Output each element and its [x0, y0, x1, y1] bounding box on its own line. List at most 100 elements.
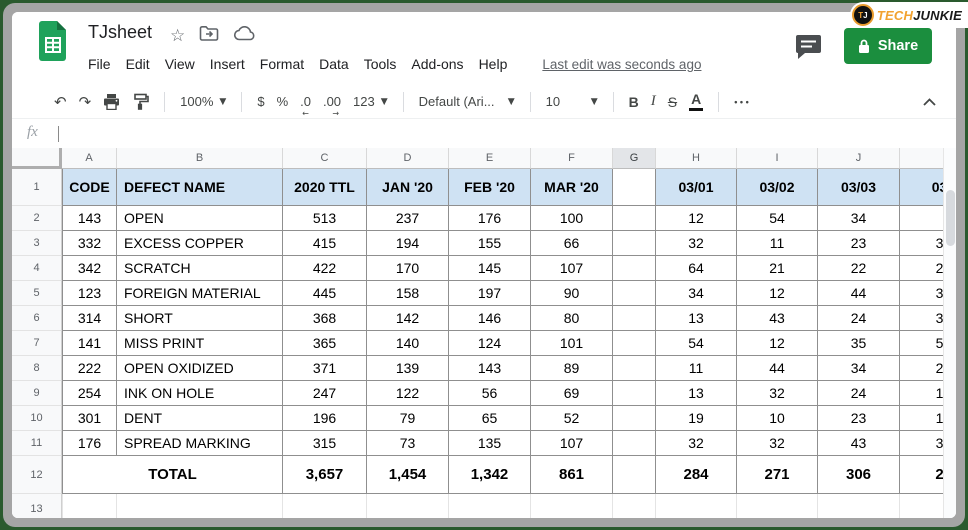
cell-G3[interactable]	[613, 231, 656, 256]
cell-A8[interactable]: 222	[62, 356, 117, 381]
cell-J2[interactable]: 34	[818, 206, 900, 231]
formula-bar[interactable]: fx	[12, 118, 956, 148]
cell-A11[interactable]: 176	[62, 431, 117, 456]
cell-D7[interactable]: 140	[367, 331, 449, 356]
spreadsheet-grid[interactable]: ABCDEFGHIJ1CODEDEFECT NAME2020 TTLJAN '2…	[12, 148, 956, 518]
row-header-9[interactable]: 9	[12, 381, 62, 406]
cell-J8[interactable]: 34	[818, 356, 900, 381]
cell-B6[interactable]: SHORT	[117, 306, 283, 331]
format-percent-button[interactable]: %	[277, 90, 289, 114]
cell-A7[interactable]: 141	[62, 331, 117, 356]
cell-J1[interactable]: 03/03	[818, 169, 900, 206]
menu-tools[interactable]: Tools	[364, 56, 397, 72]
cell-I1[interactable]: 03/02	[737, 169, 818, 206]
cell-I13[interactable]	[737, 494, 818, 518]
cell-J6[interactable]: 24	[818, 306, 900, 331]
cell-A2[interactable]: 143	[62, 206, 117, 231]
cell-J13[interactable]	[818, 494, 900, 518]
strikethrough-button[interactable]: S	[668, 90, 677, 114]
share-button[interactable]: Share	[844, 28, 932, 64]
print-icon[interactable]	[103, 90, 120, 114]
menu-help[interactable]: Help	[479, 56, 508, 72]
cell-E2[interactable]: 176	[449, 206, 531, 231]
last-edit-status[interactable]: Last edit was seconds ago	[542, 57, 701, 72]
column-header-F[interactable]: F	[531, 148, 613, 169]
cell-B13[interactable]	[117, 494, 283, 518]
cell-D13[interactable]	[367, 494, 449, 518]
text-color-button[interactable]: A	[689, 92, 703, 110]
cell-B4[interactable]: SCRATCH	[117, 256, 283, 281]
cell-H9[interactable]: 13	[656, 381, 737, 406]
cell-I10[interactable]: 10	[737, 406, 818, 431]
cell-I12[interactable]: 271	[737, 456, 818, 494]
cell-F7[interactable]: 101	[531, 331, 613, 356]
cell-C1[interactable]: 2020 TTL	[283, 169, 367, 206]
cell-D9[interactable]: 122	[367, 381, 449, 406]
column-header-G[interactable]: G	[613, 148, 656, 169]
cell-I5[interactable]: 12	[737, 281, 818, 306]
cell-G10[interactable]	[613, 406, 656, 431]
cell-E5[interactable]: 197	[449, 281, 531, 306]
cell-D5[interactable]: 158	[367, 281, 449, 306]
cell-A3[interactable]: 332	[62, 231, 117, 256]
cell-J12[interactable]: 306	[818, 456, 900, 494]
row-header-1[interactable]: 1	[12, 169, 62, 206]
column-header-A[interactable]: A	[62, 148, 117, 169]
cell-E6[interactable]: 146	[449, 306, 531, 331]
cell-A1[interactable]: CODE	[62, 169, 117, 206]
move-folder-icon[interactable]	[199, 25, 219, 47]
cell-J3[interactable]: 23	[818, 231, 900, 256]
cell-E4[interactable]: 145	[449, 256, 531, 281]
cell-G4[interactable]	[613, 256, 656, 281]
document-title[interactable]: TJsheet	[88, 22, 152, 43]
column-header-D[interactable]: D	[367, 148, 449, 169]
cell-I6[interactable]: 43	[737, 306, 818, 331]
cell-G8[interactable]	[613, 356, 656, 381]
cell-B11[interactable]: SPREAD MARKING	[117, 431, 283, 456]
cell-C12[interactable]: 3,657	[283, 456, 367, 494]
cell-J5[interactable]: 44	[818, 281, 900, 306]
cell-B1[interactable]: DEFECT NAME	[117, 169, 283, 206]
row-header-12[interactable]: 12	[12, 456, 62, 494]
cell-A9[interactable]: 254	[62, 381, 117, 406]
cell-B7[interactable]: MISS PRINT	[117, 331, 283, 356]
cell-A5[interactable]: 123	[62, 281, 117, 306]
document-status-cloud-icon[interactable]	[233, 26, 255, 47]
cell-J11[interactable]: 43	[818, 431, 900, 456]
cell-H5[interactable]: 34	[656, 281, 737, 306]
cell-H10[interactable]: 19	[656, 406, 737, 431]
menu-edit[interactable]: Edit	[126, 56, 150, 72]
cell-B8[interactable]: OPEN OXIDIZED	[117, 356, 283, 381]
row-header-11[interactable]: 11	[12, 431, 62, 456]
cell-A6[interactable]: 314	[62, 306, 117, 331]
cell-E9[interactable]: 56	[449, 381, 531, 406]
cell-C8[interactable]: 371	[283, 356, 367, 381]
row-header-10[interactable]: 10	[12, 406, 62, 431]
cell-G1[interactable]	[613, 169, 656, 206]
cell-E10[interactable]: 65	[449, 406, 531, 431]
cell-D6[interactable]: 142	[367, 306, 449, 331]
hide-toolbar-icon[interactable]	[923, 90, 936, 114]
cell-G2[interactable]	[613, 206, 656, 231]
row-header-5[interactable]: 5	[12, 281, 62, 306]
cell-C4[interactable]: 422	[283, 256, 367, 281]
cell-C13[interactable]	[283, 494, 367, 518]
cell-B5[interactable]: FOREIGN MATERIAL	[117, 281, 283, 306]
column-header-H[interactable]: H	[656, 148, 737, 169]
cell-E8[interactable]: 143	[449, 356, 531, 381]
cell-I4[interactable]: 21	[737, 256, 818, 281]
cell-D4[interactable]: 170	[367, 256, 449, 281]
cell-C3[interactable]: 415	[283, 231, 367, 256]
menu-file[interactable]: File	[88, 56, 111, 72]
column-header-I[interactable]: I	[737, 148, 818, 169]
cell-J7[interactable]: 35	[818, 331, 900, 356]
cell-I2[interactable]: 54	[737, 206, 818, 231]
cell-F2[interactable]: 100	[531, 206, 613, 231]
cell-F13[interactable]	[531, 494, 613, 518]
cell-F4[interactable]: 107	[531, 256, 613, 281]
cell-G5[interactable]	[613, 281, 656, 306]
cell-G11[interactable]	[613, 431, 656, 456]
scrollbar-thumb[interactable]	[946, 190, 955, 246]
cell-H12[interactable]: 284	[656, 456, 737, 494]
cell-F1[interactable]: MAR '20	[531, 169, 613, 206]
